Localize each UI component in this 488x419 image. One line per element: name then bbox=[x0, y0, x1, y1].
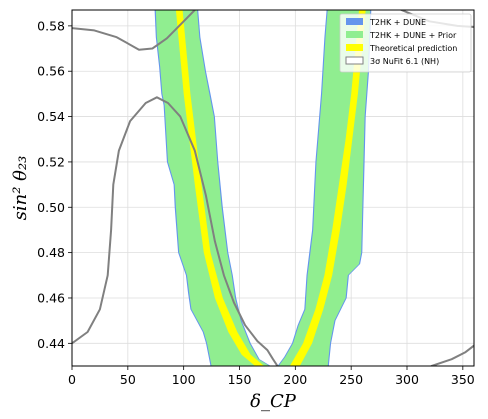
ticks: 0 50 100 150 200 250 300 350 0.44 0.46 0.48 0.50 0.5… bbox=[37, 18, 475, 387]
nufit-contour-line-1 bbox=[72, 10, 196, 51]
y-tick-label: 0.48 bbox=[37, 245, 65, 260]
y-tick-label: 0.52 bbox=[37, 154, 65, 169]
x-tick-label: 250 bbox=[339, 372, 363, 387]
plot-frame bbox=[71, 9, 475, 367]
nufit-contour-line-2 bbox=[72, 96, 279, 366]
t2hk-dune-prior-region-2 bbox=[278, 10, 371, 366]
legend: T2HK + DUNE T2HK + DUNE + Prior Theoreti… bbox=[339, 13, 472, 73]
legend-label-theoretical-prediction: Theoretical prediction bbox=[369, 44, 457, 53]
x-tick-label: 50 bbox=[120, 372, 136, 387]
x-tick-label: 100 bbox=[172, 372, 196, 387]
t2hk-dune-prior-region-1 bbox=[155, 10, 270, 366]
y-tick-label: 0.46 bbox=[37, 290, 65, 305]
y-tick-label: 0.44 bbox=[37, 336, 65, 351]
y-axis-label: sin² θ₂₃ bbox=[10, 156, 31, 221]
legend-swatch-t2hk-dune-prior bbox=[346, 31, 363, 38]
x-tick-label: 200 bbox=[283, 372, 307, 387]
legend-label-t2hk-dune-prior: T2HK + DUNE + Prior bbox=[369, 31, 457, 40]
legend-label-t2hk-dune: T2HK + DUNE bbox=[369, 18, 426, 27]
legend-swatch-t2hk-dune bbox=[346, 18, 363, 25]
legend-label-nufit: 3σ NuFit 6.1 (NH) bbox=[370, 57, 439, 66]
legend-swatch-theoretical-prediction bbox=[346, 44, 363, 51]
theoretical-prediction-region-1 bbox=[175, 10, 265, 366]
x-tick-label: 350 bbox=[451, 372, 475, 387]
y-tick-label: 0.50 bbox=[37, 200, 65, 215]
y-tick-label: 0.54 bbox=[37, 109, 65, 124]
x-tick-label: 300 bbox=[395, 372, 419, 387]
y-tick-label: 0.58 bbox=[37, 18, 65, 33]
legend-swatch-nufit bbox=[345, 56, 364, 65]
y-tick-label: 0.56 bbox=[37, 64, 65, 79]
x-tick-label: 150 bbox=[228, 372, 252, 387]
x-axis-label: δ_CP bbox=[250, 391, 297, 412]
legend-box bbox=[339, 13, 472, 73]
nufit-contour-line-4 bbox=[430, 344, 474, 366]
x-tick-label: 0 bbox=[68, 372, 76, 387]
